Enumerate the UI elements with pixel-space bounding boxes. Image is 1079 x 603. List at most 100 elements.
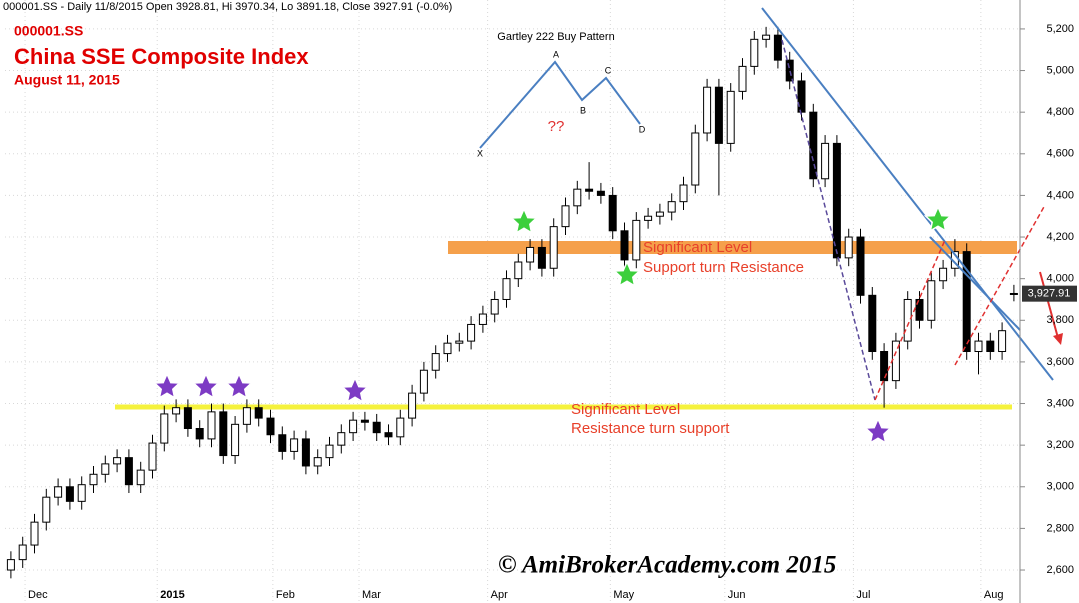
trend-line [761,7,1054,381]
candle-body [526,246,535,263]
candle-body [679,184,688,203]
gartley-pattern [479,60,641,149]
candle-body [266,417,275,436]
y-tick-label: 5,000 [1046,64,1074,76]
candle-body [349,419,358,434]
candle-body [703,86,712,134]
x-tick-label: Feb [276,589,295,601]
trend-line [781,39,876,401]
candle-body [290,438,299,452]
date: August 11, 2015 [14,72,120,88]
chart-title: China SSE Composite Index [14,44,309,69]
x-tick-label: Apr [491,589,508,601]
candle-body [998,330,1007,353]
candle-body [714,86,723,144]
candle-body [42,496,51,523]
candle-body [809,111,818,180]
header: 000001.SS - Daily 11/8/2015 Open 3928.81… [3,1,452,13]
candle-body [903,298,912,342]
candle-body [242,407,251,425]
star [192,373,220,399]
pattern-point: X [477,148,483,158]
candle-body [124,457,133,486]
y-tick-label: 3,600 [1046,356,1074,368]
candle-body [644,215,653,221]
candle-body [750,38,759,67]
candle-body [325,444,334,459]
x-tick-label: Dec [28,589,48,601]
arrow-head [1053,333,1063,345]
candle-body [939,267,948,282]
level-label: Resistance turn support [571,420,730,437]
candles [6,26,1018,579]
candle-body [360,419,369,423]
candle-body [467,323,476,342]
x-tick-label: Jul [856,589,870,601]
candle-body [18,544,27,561]
candle-body [254,407,263,419]
candle-body [455,340,464,344]
candle-body [868,294,877,353]
candle-body [856,236,865,296]
y-tick-label: 3,200 [1046,439,1074,451]
candle-body [915,298,924,321]
star [153,373,181,399]
candle-body [821,142,830,180]
y-tick-label: 4,000 [1046,273,1074,285]
candle-body [502,278,511,300]
candle-body [372,421,381,434]
y-tick-label: 3,000 [1046,481,1074,493]
level-label: Significant Level [571,401,680,418]
candle-body [384,432,393,438]
arrow [1039,271,1059,339]
candle-body [514,261,523,280]
candle-body [762,34,771,40]
candle-body [962,251,971,353]
candle-body [490,298,499,315]
candle-body [30,521,39,546]
candle-body [785,59,794,82]
candle-body [832,142,841,259]
grid [5,0,1020,603]
candle-body [301,438,310,467]
candle-body [278,434,287,452]
candle-body [89,473,98,486]
level-label: Support turn Resistance [643,259,804,276]
star [864,418,892,444]
x-tick-label: Jun [728,589,746,601]
candle-body [65,486,74,502]
level-label: Significant Level [643,239,752,256]
trend-line [874,239,946,401]
pattern-title: Gartley 222 Buy Pattern [497,31,614,43]
candle-body [585,188,594,192]
symbol: 000001.SS [14,23,83,39]
candle-body [773,34,782,61]
candle-body [927,280,936,321]
x-tick-label: 2015 [160,589,184,601]
candle-body [419,369,428,394]
candle-body [408,392,417,419]
candle-body [632,219,641,261]
candle-body [431,353,440,371]
candle-body [136,469,145,486]
candle-body [797,80,806,113]
candle-body [219,411,228,457]
trend-line [954,204,1046,366]
x-tick-label: Aug [984,589,1004,601]
pattern-point: C [605,65,612,75]
pattern-note: ?? [548,118,565,135]
trend-line [929,236,1021,331]
y-tick-label: 4,200 [1046,231,1074,243]
star [225,373,253,399]
candle-body [113,457,122,465]
star [510,208,538,234]
candle-body [160,413,169,444]
candle-body [337,432,346,446]
star [613,261,641,287]
candle-body [667,201,676,213]
candle-body [478,313,487,325]
x-tick-label: Mar [362,589,381,601]
candle-body [549,226,558,269]
last-price: 3,927.91 [1028,288,1071,300]
